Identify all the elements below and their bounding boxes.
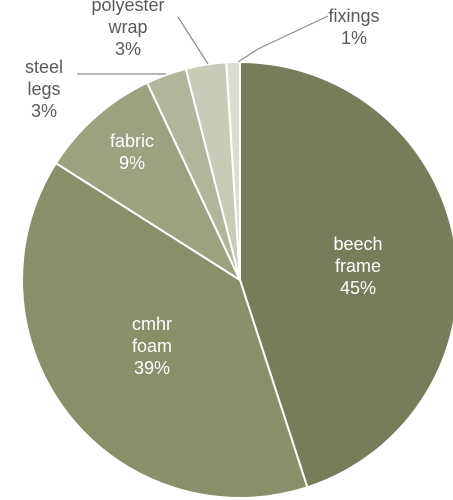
pie-slice-fabric	[54, 81, 243, 283]
data-label-beech-frame: beech frame 45%	[333, 234, 382, 298]
data-label-fabric: fabric 9%	[110, 131, 154, 173]
leader-line-2	[177, 16, 209, 65]
data-label-fixings: fixings 1%	[328, 6, 379, 48]
pie-slice-fixings	[225, 60, 241, 281]
data-label-steel-legs: steel legs 3%	[25, 57, 63, 121]
pie-slice-beech-frame	[239, 60, 453, 489]
leader-line-3	[237, 15, 329, 63]
pie-slice-cmhr-foam	[21, 161, 309, 499]
data-label-polyester-wrap: polyester wrap 3%	[91, 0, 164, 59]
data-label-cmhr-foam: cmhr foam 39%	[132, 314, 172, 378]
